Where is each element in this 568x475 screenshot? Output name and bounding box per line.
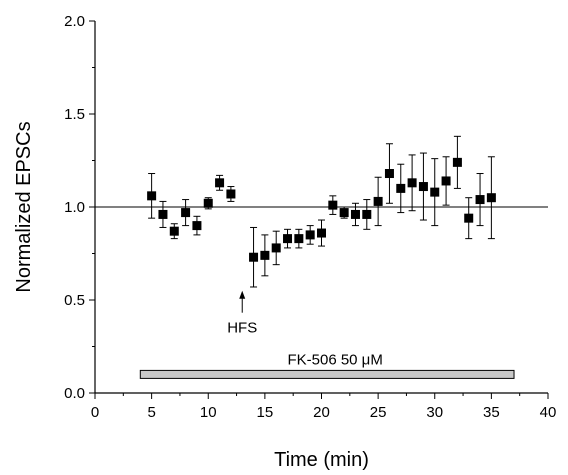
hfs-label: HFS (227, 320, 257, 337)
data-point (147, 191, 157, 201)
x-tick-label: 0 (91, 404, 99, 421)
data-point (192, 221, 202, 231)
x-tick-label: 5 (147, 404, 155, 421)
x-tick-label: 25 (370, 404, 387, 421)
data-point (396, 183, 406, 193)
y-tick-label: 1.5 (64, 106, 85, 123)
data-point (339, 208, 349, 218)
x-tick-label: 30 (426, 404, 443, 421)
x-tick-label: 40 (540, 404, 557, 421)
x-axis-title: Time (min) (274, 449, 369, 471)
drug-bar-label: FK-506 50 μM (287, 351, 382, 368)
data-point (407, 178, 417, 188)
data-point (373, 196, 383, 206)
data-point (350, 209, 360, 219)
hfs-arrow-head (239, 290, 246, 299)
data-point (181, 208, 191, 218)
data-point (294, 234, 304, 244)
x-tick-label: 15 (257, 404, 274, 421)
data-point (464, 213, 474, 223)
data-point (203, 198, 213, 208)
y-axis-title: Normalized EPSCs (13, 121, 35, 292)
data-point (430, 187, 440, 197)
x-tick-label: 10 (200, 404, 217, 421)
data-point (249, 252, 259, 262)
data-point (418, 182, 428, 192)
data-point (475, 195, 485, 205)
data-point (486, 193, 496, 203)
data-point (271, 243, 281, 253)
y-tick-label: 1.0 (64, 199, 85, 216)
x-tick-label: 35 (483, 404, 500, 421)
data-point (317, 228, 326, 238)
y-tick-label: 0.5 (64, 292, 85, 309)
data-point (328, 200, 338, 210)
data-point (452, 157, 462, 167)
data-point (215, 178, 225, 188)
data-point (305, 230, 315, 240)
data-point (260, 250, 270, 260)
drug-application-bar (139, 369, 515, 379)
data-point (283, 234, 293, 244)
data-point (158, 209, 168, 219)
data-point (226, 189, 236, 199)
plot-area: 0 5 10 15 20 25 30 35 40 0.0 0.5 1.0 1.5 2.0 FK-506 50… (64, 13, 556, 421)
data-point (169, 226, 179, 236)
data-point (441, 176, 451, 186)
x-tick-label: 20 (313, 404, 330, 421)
data-point (362, 209, 372, 219)
y-tick-label: 2.0 (64, 13, 85, 30)
data-point (384, 169, 394, 179)
y-tick-label: 0.0 (64, 385, 85, 402)
